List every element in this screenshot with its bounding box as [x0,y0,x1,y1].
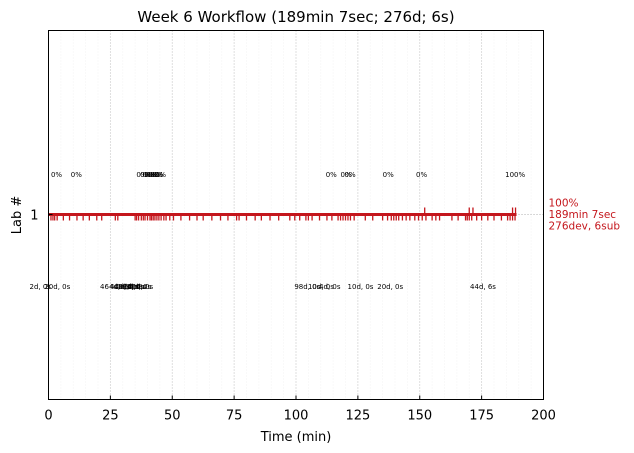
top-annotation: 0% [51,171,62,179]
top-annotation: 0% [147,171,158,179]
x-tick-label: 200 [531,409,556,424]
bottom-annotation: 4d, 0s [130,283,152,291]
x-tick-label: 50 [164,409,181,424]
top-annotation: 0% [345,171,356,179]
top-annotation: 0% [71,171,82,179]
x-tick-label: 150 [407,409,432,424]
top-annotation: 0% [416,171,427,179]
bottom-annotation: 20d, 0s [44,283,70,291]
y-axis-label: Lab # [10,196,25,235]
top-annotation: 0% [148,171,159,179]
x-tick-label: 125 [345,409,370,424]
x-tick-label: 175 [469,409,494,424]
bottom-annotation: 4d, 0s [319,283,341,291]
top-annotation: 0% [145,171,156,179]
bottom-annotation: 40d, 0s [110,283,136,291]
bottom-annotation: 22d, 0s [119,283,145,291]
bottom-annotation: 0d, 0s [116,283,138,291]
x-tick-label: 25 [102,409,119,424]
end-label-line: 100% [549,198,579,210]
y-ticks: 1 [30,209,53,224]
top-annotation: 0% [136,171,147,179]
bottom-annotation: 6d, 0s [125,283,147,291]
top-annotation: 0% [326,171,337,179]
x-axis-label: Time (min) [260,430,332,445]
bottom-annotation: 44d, 6s [470,283,496,291]
bottom-annotation: 2d, 0s [30,283,52,291]
x-tick-label: 100 [284,409,309,424]
top-annotation: 0% [152,171,163,179]
bottom-annotation: 10d, 0s [127,283,153,291]
top-annotation: 0% [341,171,352,179]
top-annotation: 0% [383,171,394,179]
top-annotation: 0% [143,171,154,179]
top-annotation: 0% [140,171,151,179]
bottom-annotation: 8d, 0s [122,283,144,291]
bottom-annotation: 98d, 0s [294,283,320,291]
x-tick-label: 75 [226,409,243,424]
bottom-annotation: 10d, 0s [348,283,374,291]
end-label-line: 276dev, 6sub [549,221,621,233]
top-annotations: 0% 0% 0%0%0%0%0%0%0%0%0% 0% 0%0% 0% 0% 100% [51,171,526,179]
end-label-line: 189min 7sec [549,209,617,221]
bottom-annotation: 48d, 0s [114,283,140,291]
submit-event-markers [424,207,517,215]
x-ticks: 0 25 50 75 100 125 150 175 200 [44,395,556,424]
bottom-annotation: 464d, 0s [100,283,131,291]
bottom-annotation: 20d, 0s [377,283,403,291]
bottom-annotation: 10d, 0s [308,283,334,291]
top-annotation: 100% [505,171,525,179]
y-tick-label: 1 [30,209,38,224]
chart-title: Week 6 Workflow (189min 7sec; 276d; 6s) [137,8,454,26]
top-annotation: 0% [155,171,166,179]
x-tick-label: 0 [44,409,52,424]
top-annotation: 0% [150,171,161,179]
